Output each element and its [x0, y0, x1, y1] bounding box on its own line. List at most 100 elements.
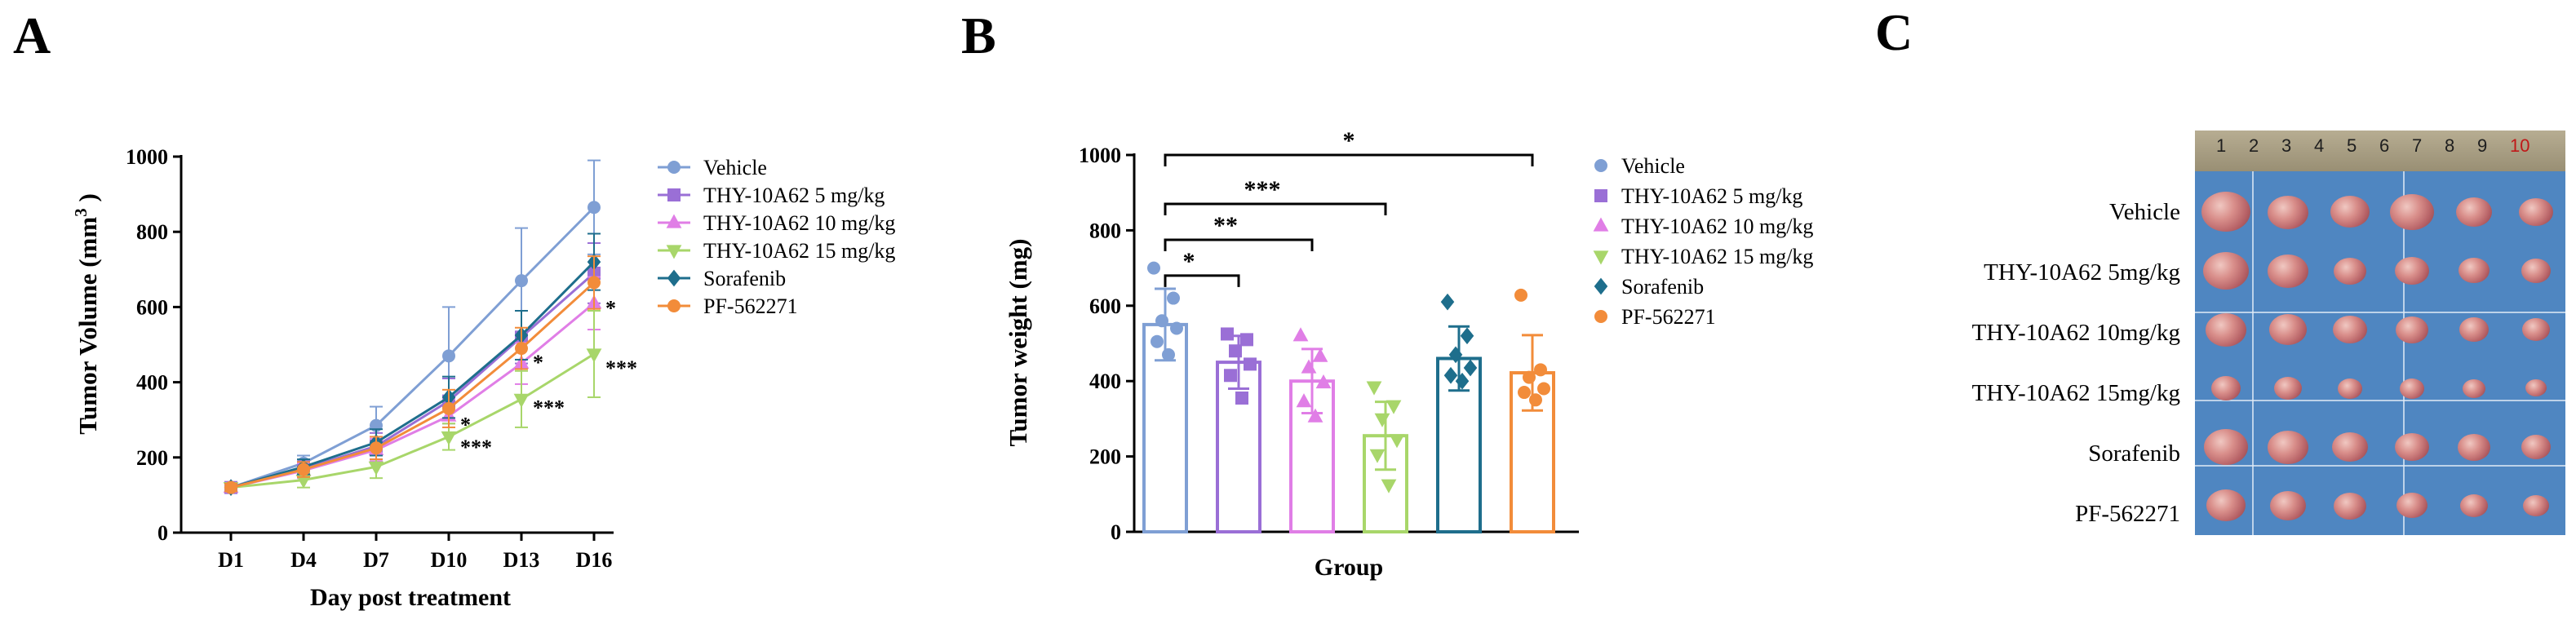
- data-point: [1514, 288, 1527, 302]
- significance-mark: ***: [460, 436, 492, 459]
- x-tick-label: D4: [290, 548, 317, 572]
- data-point: [587, 276, 601, 290]
- tumor-sample: [2463, 378, 2485, 398]
- data-point: [1315, 374, 1332, 389]
- significance-bracket: ***: [1164, 176, 1387, 216]
- legend-label: PF-562271: [703, 294, 798, 318]
- data-point: [1534, 363, 1547, 377]
- tumor-sample: [2456, 197, 2492, 227]
- legend-marker: [667, 188, 681, 201]
- y-tick-label: 400: [1089, 370, 1121, 393]
- tumor-sample: [2333, 315, 2367, 343]
- data-point: [368, 461, 384, 476]
- tumor-sample: [2460, 494, 2488, 518]
- bracket-line: [1164, 202, 1387, 216]
- legend-label: Sorafenib: [1621, 275, 1704, 299]
- y-tick-label: 1000: [126, 145, 168, 169]
- ruler-number: 2: [2249, 135, 2259, 156]
- y-tick-label: 0: [157, 521, 168, 545]
- y-tick-label: 0: [1111, 520, 1121, 544]
- tumor-sample: [2525, 379, 2547, 397]
- data-point: [1448, 346, 1463, 364]
- data-point: [1170, 321, 1183, 335]
- ruler-number: 9: [2477, 135, 2488, 156]
- tumor-sample: [2334, 492, 2366, 520]
- significance-mark: *: [1343, 127, 1355, 154]
- legend-marker: [666, 245, 682, 259]
- data-point: [1292, 327, 1309, 342]
- y-axis-label: Tumor Volume (mm3 ): [71, 193, 102, 435]
- ruler-number: 8: [2445, 135, 2455, 156]
- tumor-sample: [2459, 258, 2490, 284]
- data-point: [1374, 413, 1390, 427]
- data-point: [1235, 391, 1248, 405]
- grid-line: [2195, 465, 2565, 467]
- legend-entry: PF-562271: [658, 294, 798, 318]
- significance-bracket: **: [1164, 212, 1314, 251]
- legend-entry: THY-10A62 5 mg/kg: [658, 184, 885, 207]
- x-tick-label: D10: [431, 548, 468, 572]
- y-tick-label: 200: [136, 446, 168, 470]
- tumor-sample: [2519, 197, 2553, 226]
- significance-mark: *: [1183, 248, 1195, 275]
- ruler: 1 2 3 4 5 6 7 8 9 10: [2195, 131, 2565, 171]
- significance-mark: ***: [605, 356, 637, 380]
- significance-bracket: *: [1164, 127, 1534, 166]
- data-point: [1389, 434, 1405, 449]
- legend-label: PF-562271: [1621, 305, 1716, 329]
- series-1: [224, 242, 601, 494]
- legend-entry: THY-10A62 10 mg/kg: [1593, 215, 1813, 238]
- panel-letter-b: B: [961, 7, 996, 64]
- bar-group-5: [1510, 288, 1555, 534]
- series-line: [230, 272, 595, 489]
- data-point: [1440, 293, 1455, 311]
- tumor-sample: [2521, 435, 2551, 460]
- y-tick-label: 800: [136, 220, 168, 244]
- legend-label: THY-10A62 10 mg/kg: [1621, 215, 1813, 238]
- series-3: [223, 310, 602, 497]
- tumor-sample: [2270, 490, 2306, 520]
- data-point: [1460, 327, 1474, 345]
- x-tick-label: D7: [363, 548, 389, 572]
- bracket-line: [1164, 238, 1314, 251]
- legend-entry: THY-10A62 15 mg/kg: [1593, 245, 1813, 268]
- x-tick-label: D16: [576, 548, 613, 572]
- tumor-sample: [2522, 318, 2550, 342]
- significance-mark: ***: [1244, 176, 1281, 203]
- bar-group-3: [1363, 381, 1408, 533]
- legend-marker: [1593, 250, 1609, 265]
- panel-letter-a: A: [13, 7, 51, 64]
- series-line: [230, 352, 595, 489]
- data-point: [224, 480, 237, 494]
- legend-entry: THY-10A62 5 mg/kg: [1594, 184, 1802, 208]
- legend-marker: [1593, 217, 1609, 232]
- data-point: [1244, 357, 1257, 371]
- tumor-sample: [2332, 431, 2368, 462]
- data-point: [1229, 344, 1242, 358]
- legend-entry: Vehicle: [1594, 154, 1685, 178]
- data-point: [1537, 382, 1550, 396]
- data-point: [1366, 381, 1382, 396]
- x-tick-label: D13: [503, 548, 540, 572]
- ruler-number: 7: [2412, 135, 2423, 156]
- data-point: [513, 393, 530, 408]
- grid-line: [2195, 400, 2565, 401]
- tumor-sample: [2206, 312, 2246, 347]
- series-line: [230, 281, 596, 489]
- data-point: [1529, 393, 1542, 407]
- data-point: [1221, 327, 1234, 341]
- data-point: [1369, 449, 1386, 463]
- significance-bracket: *: [1164, 248, 1240, 287]
- tumor-sample: [2523, 494, 2549, 516]
- tumor-sample: [2268, 195, 2308, 229]
- ruler-number: 3: [2281, 135, 2292, 156]
- data-point: [1147, 261, 1160, 275]
- ruler-number: 4: [2314, 135, 2325, 156]
- data-point: [1307, 408, 1323, 423]
- data-point: [587, 201, 601, 215]
- bar-group-4: [1436, 293, 1482, 534]
- tumor-sample: [2396, 493, 2427, 519]
- legend-label: Vehicle: [1621, 154, 1685, 178]
- data-point: [1523, 370, 1536, 384]
- legend-entry: Vehicle: [658, 156, 767, 179]
